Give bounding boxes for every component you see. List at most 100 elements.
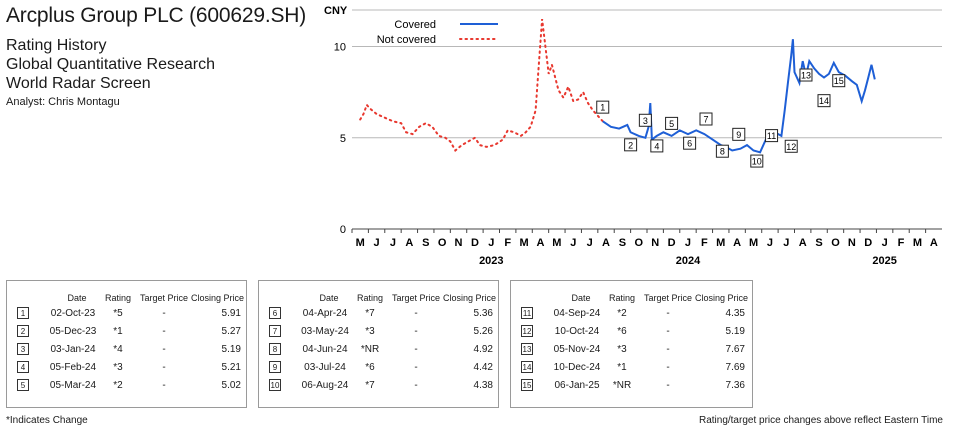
cell-date: 04-Apr-24 bbox=[302, 308, 348, 319]
x-tick-label: J bbox=[882, 237, 888, 249]
cell-rating: *2 bbox=[617, 308, 627, 319]
cell-target: - bbox=[414, 326, 418, 337]
table-header: Rating bbox=[356, 293, 383, 303]
series-line-not-covered bbox=[359, 18, 604, 153]
year-label: 2025 bbox=[872, 255, 896, 267]
x-tick-label: F bbox=[701, 237, 708, 249]
cell-close: 4.92 bbox=[473, 344, 493, 355]
cell-rating: *7 bbox=[365, 308, 375, 319]
cell-rating: *3 bbox=[617, 344, 627, 355]
rating-marker-label: 5 bbox=[669, 119, 674, 129]
rating-marker bbox=[784, 139, 798, 153]
cell-rating: *1 bbox=[113, 326, 123, 337]
table-header: Target Price bbox=[139, 293, 189, 303]
rating-marker bbox=[624, 138, 638, 152]
cell-date: 03-Jul-24 bbox=[304, 362, 346, 373]
cell-date: 06-Jan-25 bbox=[554, 380, 600, 391]
rating-marker-label: 9 bbox=[736, 130, 741, 140]
row-number-badge: 11 bbox=[521, 307, 533, 319]
x-tick-label: M bbox=[716, 237, 725, 249]
rating-marker-label: 7 bbox=[703, 115, 708, 125]
x-tick-label: J bbox=[783, 237, 789, 249]
cell-target: - bbox=[162, 380, 166, 391]
cell-target: - bbox=[162, 308, 166, 319]
x-tick-label: M bbox=[519, 237, 528, 249]
row-number-badge: 3 bbox=[17, 343, 29, 355]
rating-marker bbox=[650, 139, 664, 153]
company-title: Arcplus Group PLC (600629.SH) bbox=[6, 4, 307, 27]
table-row: 14 10-Dec-24 *1 - 7.69 bbox=[511, 361, 752, 377]
cell-close: 5.36 bbox=[473, 308, 493, 319]
report-line-screen: World Radar Screen bbox=[6, 75, 151, 92]
x-tick-label: M bbox=[552, 237, 561, 249]
row-number-badge: 5 bbox=[17, 379, 29, 391]
rating-marker bbox=[799, 68, 813, 82]
x-tick-label: A bbox=[602, 237, 610, 249]
rating-marker bbox=[750, 154, 764, 168]
cell-target: - bbox=[666, 344, 670, 355]
cell-target: - bbox=[666, 380, 670, 391]
x-tick-label: S bbox=[422, 237, 429, 249]
rating-marker bbox=[765, 129, 779, 143]
cell-rating: *6 bbox=[365, 362, 375, 373]
rating-marker bbox=[638, 113, 652, 127]
table-row: 8 04-Jun-24 *NR - 4.92 bbox=[259, 343, 498, 359]
table-header: Closing Price bbox=[695, 293, 749, 303]
cell-date: 03-May-24 bbox=[301, 326, 349, 337]
cell-target: - bbox=[666, 326, 670, 337]
x-tick-label: F bbox=[504, 237, 511, 249]
x-tick-label: J bbox=[570, 237, 576, 249]
table-row: 7 03-May-24 *3 - 5.26 bbox=[259, 325, 498, 341]
year-label: 2023 bbox=[479, 255, 503, 267]
x-tick-label: J bbox=[685, 237, 691, 249]
cell-date: 04-Sep-24 bbox=[553, 308, 601, 319]
row-number-badge: 13 bbox=[521, 343, 533, 355]
table-row: 13 05-Nov-24 *3 - 7.67 bbox=[511, 343, 752, 359]
cell-close: 5.19 bbox=[221, 344, 241, 355]
x-tick-label: D bbox=[864, 237, 872, 249]
report-line-research-group: Global Quantitative Research bbox=[6, 56, 215, 73]
cell-rating: *6 bbox=[617, 326, 627, 337]
cell-target: - bbox=[414, 344, 418, 355]
x-tick-label: O bbox=[438, 237, 447, 249]
x-tick-label: D bbox=[668, 237, 676, 249]
table-row: 3 03-Jan-24 *4 - 5.19 bbox=[7, 343, 246, 359]
rating-marker-label: 3 bbox=[643, 116, 648, 126]
cell-close: 4.42 bbox=[473, 362, 493, 373]
table-header: Target Price bbox=[391, 293, 441, 303]
table-header: Date bbox=[571, 293, 591, 303]
rating-table-3: Date Rating Target Price Closing Price 11 04-… bbox=[510, 280, 753, 408]
x-tick-label: J bbox=[374, 237, 380, 249]
cell-date: 03-Jan-24 bbox=[50, 344, 96, 355]
x-tick-label: M bbox=[356, 237, 365, 249]
row-number-badge: 7 bbox=[269, 325, 281, 337]
rating-marker-label: 2 bbox=[628, 140, 633, 150]
cell-rating: *5 bbox=[113, 308, 123, 319]
rating-marker-label: 15 bbox=[834, 76, 844, 86]
cell-close: 5.91 bbox=[221, 308, 241, 319]
x-tick-label: N bbox=[651, 237, 659, 249]
cell-date: 10-Oct-24 bbox=[554, 326, 600, 337]
table-row: 9 03-Jul-24 *6 - 4.42 bbox=[259, 361, 498, 377]
cell-close: 4.35 bbox=[725, 308, 745, 319]
y-axis-label: CNY bbox=[324, 5, 348, 17]
x-tick-label: J bbox=[767, 237, 773, 249]
cell-date: 05-Nov-24 bbox=[553, 344, 601, 355]
table-header: Date bbox=[67, 293, 87, 303]
cell-target: - bbox=[666, 362, 670, 373]
cell-date: 04-Jun-24 bbox=[302, 344, 348, 355]
x-tick-label: M bbox=[749, 237, 758, 249]
x-tick-label: J bbox=[390, 237, 396, 249]
legend-label: Not covered bbox=[377, 34, 436, 46]
cell-close: 5.02 bbox=[221, 380, 241, 391]
row-number-badge: 9 bbox=[269, 361, 281, 373]
rating-marker bbox=[699, 112, 713, 126]
x-tick-label: A bbox=[799, 237, 807, 249]
legend-label: Covered bbox=[394, 19, 436, 31]
cell-target: - bbox=[162, 344, 166, 355]
table-row: 4 05-Feb-24 *3 - 5.21 bbox=[7, 361, 246, 377]
cell-date: 05-Feb-24 bbox=[49, 362, 97, 373]
table-row: 6 04-Apr-24 *7 - 5.36 bbox=[259, 307, 498, 323]
x-tick-label: F bbox=[898, 237, 905, 249]
